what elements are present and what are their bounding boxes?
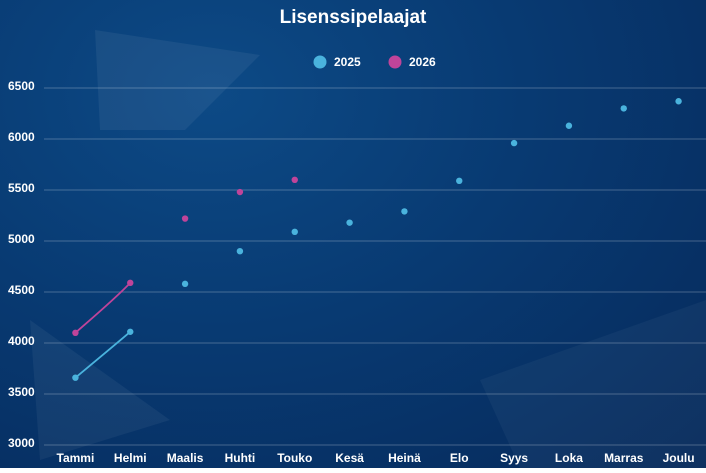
- x-tick-label: Loka: [555, 451, 583, 465]
- data-point: [346, 219, 352, 225]
- page: Lisenssipelaajat 3000 3500 4000 4500 5000 550…: [0, 0, 706, 468]
- decor: [95, 30, 260, 130]
- x-tick-label: Huhti: [225, 451, 256, 465]
- x-tick-label: Helmi: [114, 451, 147, 465]
- data-point: [511, 140, 517, 146]
- x-tick-label: Tammi: [57, 451, 95, 465]
- data-point: [237, 248, 243, 254]
- data-point: [127, 329, 133, 335]
- chart-title: Lisenssipelaajat: [280, 7, 427, 28]
- legend-marker: [389, 56, 402, 69]
- data-point: [72, 374, 78, 380]
- data-point: [292, 177, 298, 183]
- data-point: [621, 105, 627, 111]
- x-tick-label: Marras: [604, 451, 644, 465]
- x-tick-label: Elo: [450, 451, 469, 465]
- x-tick-label: Joulu: [663, 451, 695, 465]
- y-tick-label: 4500: [8, 283, 35, 297]
- x-tick-label: Maalis: [167, 451, 204, 465]
- y-tick-label: 6000: [8, 130, 35, 144]
- data-point: [292, 229, 298, 235]
- decor: [30, 320, 170, 460]
- x-tick-label: Syys: [500, 451, 528, 465]
- y-tick-label: 6500: [8, 79, 35, 93]
- series-line: [75, 332, 130, 378]
- data-point: [72, 330, 78, 336]
- data-point: [127, 280, 133, 286]
- data-point: [675, 98, 681, 104]
- decor: [480, 300, 706, 468]
- x-tick-label: Heinä: [388, 451, 421, 465]
- data-point: [182, 281, 188, 287]
- data-point: [182, 215, 188, 221]
- data-point: [566, 123, 572, 129]
- data-point: [237, 189, 243, 195]
- x-tick-label: Kesä: [335, 451, 364, 465]
- data-point: [401, 208, 407, 214]
- legend-marker: [314, 56, 327, 69]
- x-tick-label: Touko: [277, 451, 312, 465]
- y-tick-label: 5500: [8, 181, 35, 195]
- chart: Lisenssipelaajat 3000 3500 4000 4500 5000 550…: [0, 0, 706, 468]
- y-tick-label: 4000: [8, 334, 35, 348]
- series-line: [75, 283, 130, 333]
- legend-label: 2026: [409, 55, 436, 69]
- y-tick-label: 5000: [8, 232, 35, 246]
- y-tick-label: 3500: [8, 385, 35, 399]
- data-point: [456, 178, 462, 184]
- legend-label: 2025: [334, 55, 361, 69]
- y-tick-label: 3000: [8, 436, 35, 450]
